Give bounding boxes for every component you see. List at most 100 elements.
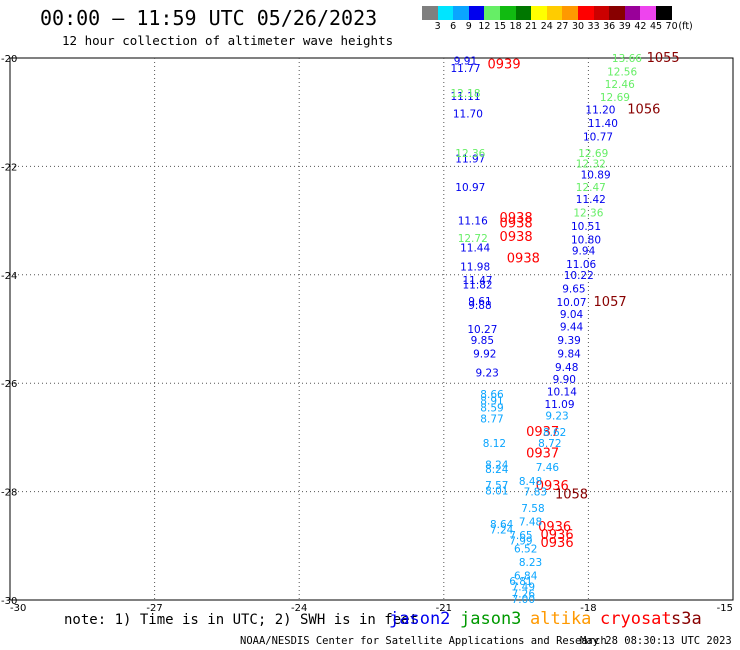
color-legend-unit: (ft): [678, 21, 693, 32]
series-s3a: 1055 1056 1057 1058: [555, 51, 680, 502]
wave-height-label: 9.91: [454, 56, 477, 68]
wave-height-label: 13.66: [612, 53, 642, 65]
color-swatch: [609, 6, 625, 20]
wave-height-label: 12.18: [450, 88, 480, 100]
color-swatch-label: 70: [665, 21, 678, 32]
lat-tick-label: -20: [1, 54, 17, 65]
satellite-label-altika: altika: [530, 609, 592, 629]
wave-height-label: 7.49: [512, 581, 535, 593]
wave-height-label: 11.44: [460, 243, 490, 255]
color-swatch-label: 18: [509, 21, 522, 32]
wave-height-label: 8.23: [519, 557, 542, 569]
wave-height-label: 10.51: [571, 221, 601, 233]
wave-height-label: 11.97: [455, 153, 485, 165]
lat-tick-label: -24: [1, 271, 17, 282]
lat-tick-label: -26: [1, 379, 17, 390]
satellite-label-cryosat: cryosat: [600, 609, 672, 629]
pass-time-label: 0936: [541, 528, 574, 543]
wave-height-label: 9.23: [475, 367, 498, 379]
color-swatch: [468, 6, 485, 20]
axis-tick-labels: -30 -27 -24 -21 -18 -15 -20 -22 -24 -26 -28 -30: [1, 54, 733, 614]
color-swatch: [499, 6, 516, 20]
wave-height-label: 8.24: [485, 460, 509, 472]
wave-height-label: 8.62: [543, 427, 566, 439]
map-grid: [10, 58, 733, 600]
wave-height-label: 11.42: [576, 194, 606, 206]
pass-time-label: 0938: [500, 211, 533, 226]
wave-height-label: 10.89: [581, 170, 611, 182]
series-cryosat: 0939093809380938093809370937093609360936…: [488, 58, 574, 552]
wave-height-label: 8.91: [480, 396, 503, 408]
color-swatch: [546, 6, 563, 20]
color-swatch-label: 21: [525, 21, 538, 32]
lon-tick-label: -21: [436, 603, 452, 614]
wave-height-label: 10.97: [455, 182, 485, 194]
wave-height-label: 7.99: [509, 535, 532, 547]
pass-time-label: 1056: [627, 102, 660, 117]
satellite-label-s3a: s3a: [671, 609, 702, 629]
wave-height-label: 8.66: [480, 389, 504, 401]
color-swatch-label: 33: [587, 21, 600, 32]
color-swatch: [484, 6, 500, 20]
color-swatch-label: 24: [540, 21, 553, 32]
lon-tick-label: -24: [291, 603, 307, 614]
wave-height-label: 8.24: [485, 464, 509, 476]
pass-time-label: 0938: [507, 252, 540, 267]
lat-tick-label: -28: [1, 488, 17, 499]
pass-time-label: 0936: [541, 536, 574, 551]
wave-height-label: 10.07: [556, 297, 586, 309]
wave-height-label: 11.16: [458, 216, 488, 228]
wave-height-label: 9.65: [562, 283, 585, 295]
wave-height-label: 6.81: [509, 576, 532, 588]
wave-height-label: 11.47: [463, 275, 493, 287]
color-swatch-label: 39: [618, 21, 631, 32]
lon-tick-label: -27: [146, 603, 162, 614]
wave-height-label: 11.77: [450, 63, 480, 75]
wave-height-label: 7.58: [521, 503, 544, 515]
map-subtitle: 12 hour collection of altimeter wave hei…: [62, 33, 394, 48]
generated-timestamp: May 28 08:30:13 UTC 2023: [580, 635, 732, 647]
map-frame: [9, 57, 734, 601]
wave-height-label: 12.56: [607, 67, 637, 79]
wave-height-label: 7.00: [512, 594, 535, 606]
pass-time-label: 0938: [500, 230, 533, 245]
wave-height-label: 12.36: [573, 207, 603, 219]
wave-height-label: 9.48: [555, 362, 578, 374]
pass-time-label: 0939: [488, 58, 521, 73]
color-swatch: [562, 6, 578, 20]
color-swatch-label: 12: [478, 21, 491, 32]
wave-height-label: 11.98: [460, 262, 490, 274]
wave-height-label: 7.83: [524, 487, 547, 499]
pass-time-label: 1057: [594, 295, 627, 310]
wave-height-label: 12.32: [576, 159, 606, 171]
wave-height-label: 7.26: [512, 588, 536, 600]
color-swatch: [515, 6, 532, 20]
wave-height-label: 6.84: [514, 571, 538, 583]
wave-height-label: 9.92: [473, 348, 496, 360]
wave-height-label: 11.11: [450, 91, 480, 103]
wave-height-label: 12.69: [600, 92, 630, 104]
wave-height-label: 9.84: [557, 348, 581, 360]
color-swatch: [422, 6, 438, 20]
wave-height-label: 11.70: [453, 108, 483, 120]
wave-height-label: 10.22: [564, 270, 594, 282]
wave-height-label: 9.44: [560, 321, 584, 333]
color-swatch-label: 42: [634, 21, 647, 32]
pass-time-label: 0937: [526, 447, 559, 462]
lat-tick-label: -22: [1, 162, 17, 173]
wave-height-label: 8.01: [485, 486, 508, 498]
color-swatch: [531, 6, 547, 20]
color-swatch-label: 3: [434, 21, 441, 32]
wave-height-label: 11.82: [463, 280, 493, 292]
color-legend-swatches: [422, 6, 672, 20]
color-swatch: [437, 6, 454, 20]
wave-height-label: 9.88: [468, 300, 491, 312]
wave-height-label: 7.65: [509, 530, 532, 542]
color-swatch-label: 9: [465, 21, 472, 32]
color-swatch: [593, 6, 610, 20]
wave-height-label: 8.48: [519, 476, 542, 488]
pass-time-label: 0937: [526, 425, 559, 440]
wave-height-label: 10.80: [571, 235, 601, 247]
